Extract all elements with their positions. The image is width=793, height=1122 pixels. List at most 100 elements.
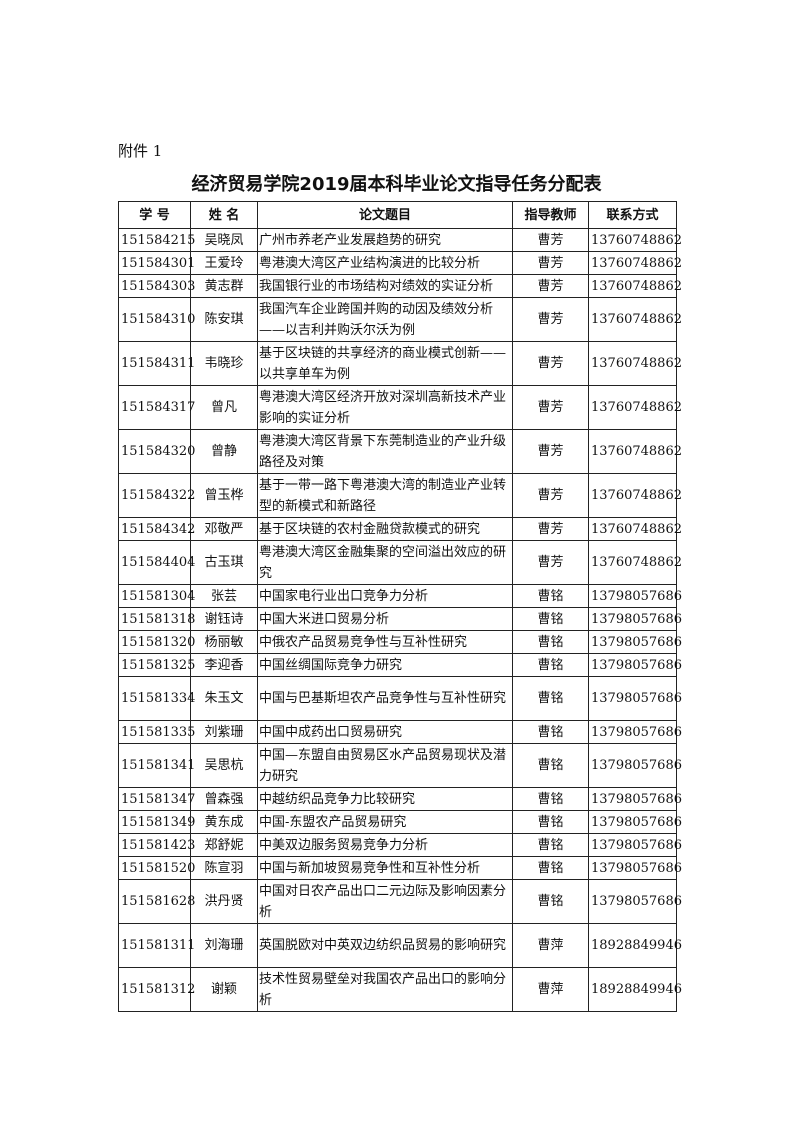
phone-cell: 13798057686 [588,743,682,788]
header-contact: 联系方式 [588,201,677,229]
student-id-cell: 151581318 [118,607,195,631]
header-student-id: 学 号 [118,201,191,229]
name-cell: 吴晓凤 [190,228,258,252]
topic-cell: 基于区块链的共享经济的商业模式创新——以共享单车为例 [257,341,513,386]
table-row: 151581311 刘海珊 英国脱欧对中英双边纺织品贸易的影响研究 曹萍 1892884… [118,923,682,968]
student-id-cell: 151584404 [118,540,195,585]
phone-cell: 13760748862 [588,228,682,252]
name-cell: 邓敬严 [190,517,258,541]
phone-cell: 13798057686 [588,630,682,654]
name-cell: 曾森强 [190,787,258,811]
advisor-cell: 曹铭 [512,720,589,744]
table-row: 151581347 曾森强 中越纺织品竞争力比较研究 曹铭 13798057686 [118,787,682,811]
topic-cell: 粤港澳大湾区背景下东莞制造业的产业升级路径及对策 [257,429,513,474]
topic-cell: 中国中成药出口贸易研究 [257,720,513,744]
name-cell: 郑舒妮 [190,833,258,857]
advisor-cell: 曹芳 [512,429,589,474]
phone-cell: 13798057686 [588,584,682,608]
phone-cell: 13760748862 [588,540,682,585]
student-id-cell: 151581335 [118,720,195,744]
table-row: 151584310 陈安琪 我国汽车企业跨国并购的动因及绩效分析——以吉利并购沃尔沃… [118,297,682,342]
advisor-cell: 曹铭 [512,787,589,811]
table-row: 151584322 曾玉桦 基于一带一路下粤港澳大湾的制造业产业转型的新模式和新路径… [118,473,682,518]
header-advisor: 指导教师 [512,201,589,229]
student-id-cell: 151581347 [118,787,195,811]
student-id-cell: 151584322 [118,473,195,518]
topic-cell: 基于区块链的农村金融贷款模式的研究 [257,517,513,541]
advisor-cell: 曹铭 [512,630,589,654]
student-id-cell: 151584311 [118,341,195,386]
phone-cell: 13798057686 [588,879,682,924]
phone-cell: 13760748862 [588,517,682,541]
student-id-cell: 151584215 [118,228,195,252]
advisor-cell: 曹铭 [512,676,589,721]
topic-cell: 中国丝绸国际竞争力研究 [257,653,513,677]
student-id-cell: 151581312 [118,967,195,1012]
advisor-cell: 曹铭 [512,743,589,788]
advisor-cell: 曹芳 [512,385,589,430]
name-cell: 刘海珊 [190,923,258,968]
student-id-cell: 151584301 [118,251,195,275]
phone-cell: 13760748862 [588,473,682,518]
phone-cell: 13760748862 [588,385,682,430]
topic-cell: 粤港澳大湾区金融集聚的空间溢出效应的研究 [257,540,513,585]
student-id-cell: 151581423 [118,833,195,857]
name-cell: 谢颖 [190,967,258,1012]
name-cell: 古玉琪 [190,540,258,585]
name-cell: 王爱玲 [190,251,258,275]
phone-cell: 13798057686 [588,720,682,744]
name-cell: 朱玉文 [190,676,258,721]
phone-cell: 13798057686 [588,607,682,631]
phone-cell: 13798057686 [588,810,682,834]
advisor-cell: 曹铭 [512,856,589,880]
topic-cell: 技术性贸易壁垒对我国农产品出口的影响分析 [257,967,513,1012]
student-id-cell: 151581304 [118,584,195,608]
name-cell: 张芸 [190,584,258,608]
phone-cell: 13760748862 [588,341,682,386]
table-row: 151581318 谢钰诗 中国大米进口贸易分析 曹铭 13798057686 [118,607,682,631]
table-row: 151584404 古玉琪 粤港澳大湾区金融集聚的空间溢出效应的研究 曹芳 137607… [118,540,682,585]
table-row: 151581628 洪丹贤 中国对日农产品出口二元边际及影响因素分析 曹铭 137980… [118,879,682,924]
topic-cell: 中俄农产品贸易竞争性与互补性研究 [257,630,513,654]
topic-cell: 粤港澳大湾区经济开放对深圳高新技术产业影响的实证分析 [257,385,513,430]
topic-cell: 中越纺织品竞争力比较研究 [257,787,513,811]
phone-cell: 13798057686 [588,787,682,811]
student-id-cell: 151584342 [118,517,195,541]
topic-cell: 中国—东盟自由贸易区水产品贸易现状及潜力研究 [257,743,513,788]
topic-cell: 中国大米进口贸易分析 [257,607,513,631]
table-row: 151584215 吴晓凤 广州市养老产业发展趋势的研究 曹芳 13760748862 [118,228,682,252]
name-cell: 刘紫珊 [190,720,258,744]
table-row: 151581312 谢颖 技术性贸易壁垒对我国农产品出口的影响分析 曹萍 1892884… [118,967,682,1012]
table-row: 151581423 郑舒妮 中美双边服务贸易竞争力分析 曹铭 13798057686 [118,833,682,857]
header-topic: 论文题目 [257,201,513,229]
table-header-row: 学 号 姓 名 论文题目 指导教师 联系方式 [118,201,677,229]
student-id-cell: 151581341 [118,743,195,788]
name-cell: 曾凡 [190,385,258,430]
student-id-cell: 151581325 [118,653,195,677]
topic-cell: 中国家电行业出口竞争力分析 [257,584,513,608]
table-row: 151581335 刘紫珊 中国中成药出口贸易研究 曹铭 13798057686 [118,720,682,744]
student-id-cell: 151581349 [118,810,195,834]
advisor-cell: 曹芳 [512,297,589,342]
student-id-cell: 151584317 [118,385,195,430]
advisor-cell: 曹芳 [512,228,589,252]
advisor-cell: 曹铭 [512,810,589,834]
topic-cell: 我国汽车企业跨国并购的动因及绩效分析——以吉利并购沃尔沃为例 [257,297,513,342]
name-cell: 李迎香 [190,653,258,677]
advisor-cell: 曹铭 [512,607,589,631]
table-row: 151581325 李迎香 中国丝绸国际竞争力研究 曹铭 13798057686 [118,653,682,677]
advisor-cell: 曹芳 [512,517,589,541]
table-row: 151581320 杨丽敏 中俄农产品贸易竞争性与互补性研究 曹铭 1379805768… [118,630,682,654]
table-row: 151581520 陈宣羽 中国与新加坡贸易竞争性和互补性分析 曹铭 137980576… [118,856,682,880]
phone-cell: 13798057686 [588,833,682,857]
advisor-cell: 曹芳 [512,274,589,298]
student-id-cell: 151581520 [118,856,195,880]
phone-cell: 13760748862 [588,251,682,275]
advisor-cell: 曹萍 [512,923,589,968]
advisor-cell: 曹铭 [512,833,589,857]
advisor-cell: 曹芳 [512,251,589,275]
name-cell: 黄东成 [190,810,258,834]
header-name: 姓 名 [190,201,258,229]
name-cell: 韦晓珍 [190,341,258,386]
table-row: 151584301 王爱玲 粤港澳大湾区产业结构演进的比较分析 曹芳 137607488… [118,251,682,275]
